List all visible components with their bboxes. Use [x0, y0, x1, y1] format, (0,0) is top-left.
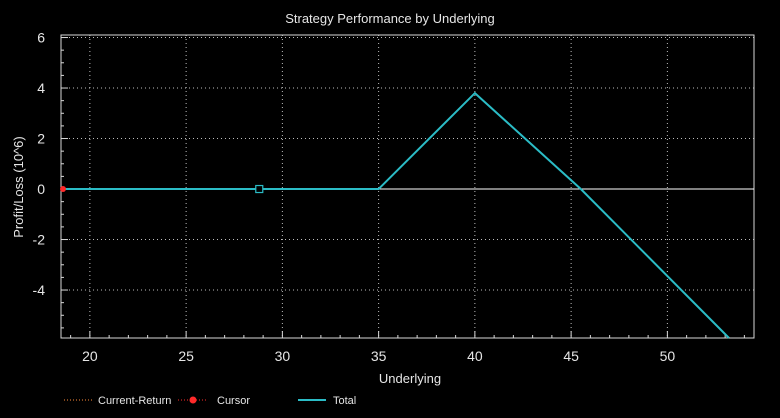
legend-item-current-return: Current-Return — [64, 395, 171, 407]
y-axis-title: Profit/Loss (10^6) — [11, 136, 26, 237]
cursor-marker — [60, 186, 66, 193]
chart-title: Strategy Performance by Underlying — [285, 11, 495, 26]
series-layer — [61, 91, 730, 339]
legend-item-total: Total — [298, 395, 356, 407]
grid — [61, 35, 754, 338]
x-tick-label: 25 — [178, 348, 194, 364]
legend-label: Cursor — [217, 395, 250, 407]
series-line-total — [61, 91, 730, 339]
x-tick-label: 45 — [563, 348, 579, 364]
legend-swatch-dot — [189, 396, 197, 404]
x-tick-label: 20 — [82, 348, 98, 364]
axis-ticks — [61, 37, 745, 338]
legend-label: Current-Return — [98, 395, 171, 407]
y-tick-labels: -4 -2 0 2 4 6 — [33, 30, 46, 298]
y-tick-label: 6 — [37, 30, 45, 46]
x-tick-label: 35 — [371, 348, 387, 364]
legend-item-cursor: Cursor — [178, 395, 250, 407]
y-tick-label: 2 — [37, 131, 45, 147]
plot-frame — [60, 34, 755, 339]
x-tick-labels: 20 25 30 35 40 45 50 — [82, 348, 675, 364]
square-marker — [255, 184, 264, 194]
x-tick-label: 40 — [467, 348, 483, 364]
y-tick-label: 4 — [37, 80, 45, 96]
y-tick-label: 0 — [37, 181, 45, 197]
x-tick-label: 50 — [660, 348, 676, 364]
legend: Current-Return Cursor Total — [64, 395, 356, 407]
y-tick-label: -4 — [33, 282, 46, 298]
x-axis-title: Underlying — [379, 371, 441, 386]
y-tick-label: -2 — [33, 232, 46, 248]
x-tick-label: 30 — [275, 348, 291, 364]
legend-label: Total — [333, 395, 356, 407]
marker-layer — [60, 184, 264, 194]
